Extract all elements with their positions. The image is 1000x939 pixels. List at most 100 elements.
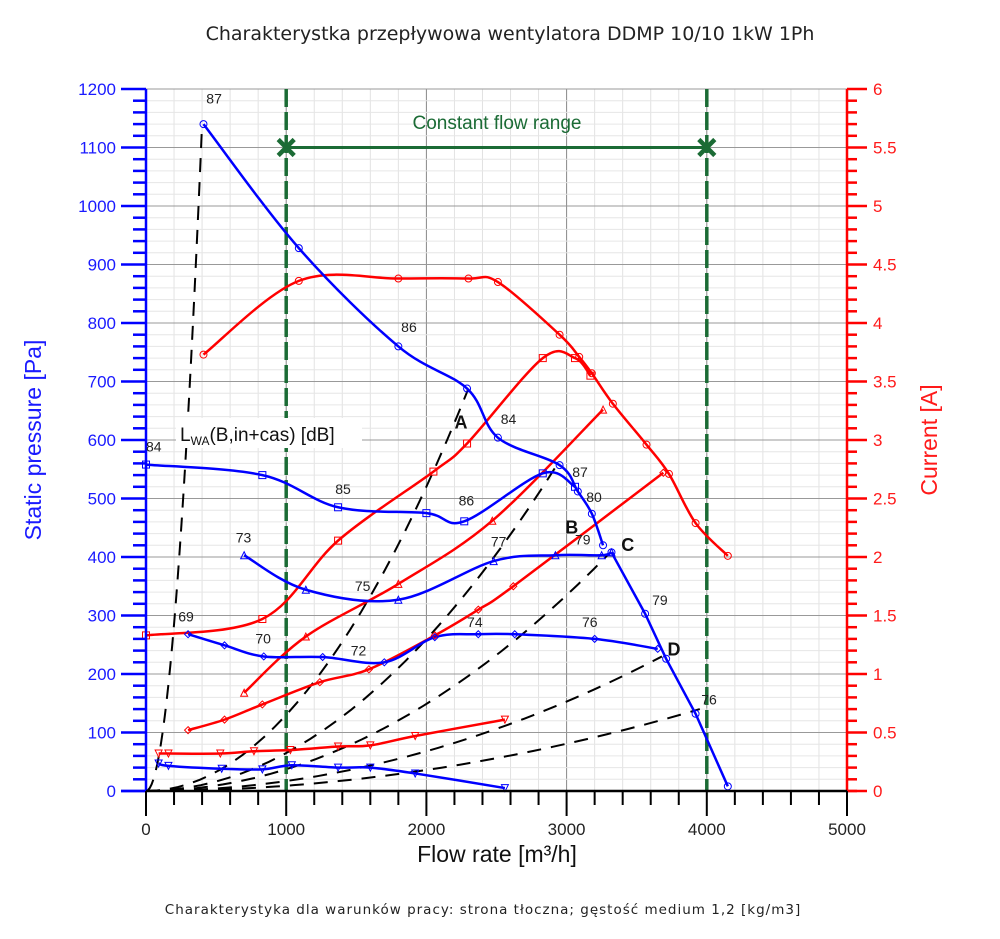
- x-axis-label: Flow rate [m³/h]: [417, 841, 577, 867]
- pressure-6-point: [641, 609, 650, 618]
- current-2-point: [571, 354, 580, 363]
- pressure-5-point: [366, 763, 375, 773]
- system-curve-6: [145, 708, 701, 792]
- current-5-point: [366, 741, 375, 750]
- pressure-5-point: [164, 761, 173, 771]
- y-left-tick-label: 100: [88, 724, 116, 743]
- point-label: 72: [351, 642, 367, 658]
- y-right-tick-label: 2.5: [873, 490, 897, 509]
- y-right-tick-label: 1.5: [873, 607, 897, 626]
- point-label: 77: [491, 533, 507, 549]
- y-right-tick-label: 3.5: [873, 373, 897, 392]
- point-labels: 87 86 84 87 80 84 85 86 73 75 77 79 69 70 72 74 76 79 76 A B…: [146, 91, 717, 708]
- x-tick-label: 0: [141, 820, 150, 839]
- current-1-point: [464, 274, 473, 283]
- y-axis-right-label: Current [A]: [916, 384, 942, 495]
- pressure-6-point: [691, 709, 700, 718]
- system-curve-4: [145, 553, 610, 792]
- current-2-point: [538, 354, 547, 363]
- point-label: 84: [501, 411, 517, 427]
- chart-title: Charakterystka przepływowa wentylatora D…: [206, 23, 815, 45]
- current-3-point: [487, 516, 497, 525]
- current-2-point: [463, 439, 472, 448]
- current-1-point: [575, 352, 584, 361]
- current-4-point: [220, 715, 229, 724]
- point-label: 86: [401, 319, 417, 335]
- curve-letter-d: D: [668, 639, 681, 659]
- y-left-tick-label: 500: [88, 490, 116, 509]
- pressure-1-point: [587, 509, 596, 518]
- pressure-4-point: [653, 644, 662, 654]
- series-lines: [145, 123, 729, 790]
- pressure-1-point: [599, 541, 608, 550]
- current-4-point: [183, 725, 193, 735]
- series-markers: [142, 120, 732, 793]
- y-left-tick-label: 200: [88, 665, 116, 684]
- curve-letter-a: A: [454, 412, 467, 432]
- current-1-point: [691, 519, 700, 528]
- current-5-point: [333, 742, 343, 752]
- pressure-1-point: [294, 244, 303, 253]
- pressure-5-point: [500, 784, 510, 793]
- current-3-point: [598, 404, 608, 414]
- current-4-point: [258, 700, 267, 709]
- pressure-2-point: [334, 503, 343, 512]
- current-5-point: [215, 749, 225, 759]
- pressure-3-point: [239, 550, 249, 560]
- y-left-tick-label: 1000: [78, 197, 116, 216]
- system-curve-3: [145, 464, 558, 792]
- pressure-1-point: [199, 120, 208, 129]
- current-5-point: [286, 746, 295, 755]
- current-4-point: [659, 468, 668, 477]
- pressure-5-line: [158, 762, 506, 790]
- point-label: 79: [652, 592, 668, 608]
- point-label: 84: [146, 439, 162, 455]
- current-1-point: [394, 274, 403, 283]
- y-left-tick-label: 800: [88, 314, 116, 333]
- pressure-1-point: [394, 342, 403, 351]
- y-right-tick-label: 2: [873, 548, 882, 567]
- y-right-tick-label: 6: [873, 80, 882, 99]
- current-2-point: [429, 467, 438, 476]
- current-1-point: [199, 350, 208, 359]
- pressure-3-point: [394, 595, 403, 604]
- y-left-tick-label: 1200: [78, 80, 116, 99]
- pressure-3-point: [551, 550, 560, 560]
- lwa-legend-background: [176, 418, 362, 448]
- pressure-2-point: [571, 482, 580, 491]
- pressure-4-point: [510, 630, 519, 639]
- pressure-4-point: [430, 632, 440, 642]
- axes: 0100200300400500600700800900100011001200…: [78, 80, 896, 839]
- system-curve-2: [145, 388, 470, 792]
- current-1-point: [608, 399, 617, 408]
- point-label: 75: [355, 578, 371, 594]
- pressure-5-point: [154, 759, 163, 769]
- current-2-point: [258, 615, 267, 624]
- y-right-tick-label: 0.5: [873, 724, 897, 743]
- point-label: 76: [701, 691, 717, 707]
- lwa-main: L: [180, 425, 191, 446]
- system-curve-1: [145, 124, 204, 792]
- current-1-point: [555, 330, 564, 339]
- current-1-point: [642, 440, 651, 449]
- pressure-3-point: [597, 550, 606, 560]
- current-1-point: [587, 369, 596, 378]
- y-right-tick-label: 4.5: [873, 256, 897, 275]
- current-1-point: [294, 276, 303, 285]
- pressure-5-point: [287, 761, 297, 770]
- pressure-1-point: [493, 433, 502, 442]
- y-left-tick-label: 700: [88, 373, 116, 392]
- range-end-marker-2: [697, 137, 717, 158]
- curve-letter-c: C: [621, 535, 634, 555]
- point-label: 69: [178, 608, 194, 624]
- lwa-sub: WA: [191, 434, 210, 448]
- y-left-tick-label: 400: [88, 548, 116, 567]
- y-left-tick-label: 0: [107, 782, 116, 801]
- constant-flow-range-label: Constant flow range: [413, 113, 582, 134]
- pressure-2-point: [422, 509, 431, 518]
- y-left-tick-label: 900: [88, 256, 116, 275]
- x-tick-label: 5000: [828, 820, 866, 839]
- point-label: 87: [572, 464, 588, 480]
- y-right-tick-label: 0: [873, 782, 882, 801]
- x-tick-label: 3000: [548, 820, 586, 839]
